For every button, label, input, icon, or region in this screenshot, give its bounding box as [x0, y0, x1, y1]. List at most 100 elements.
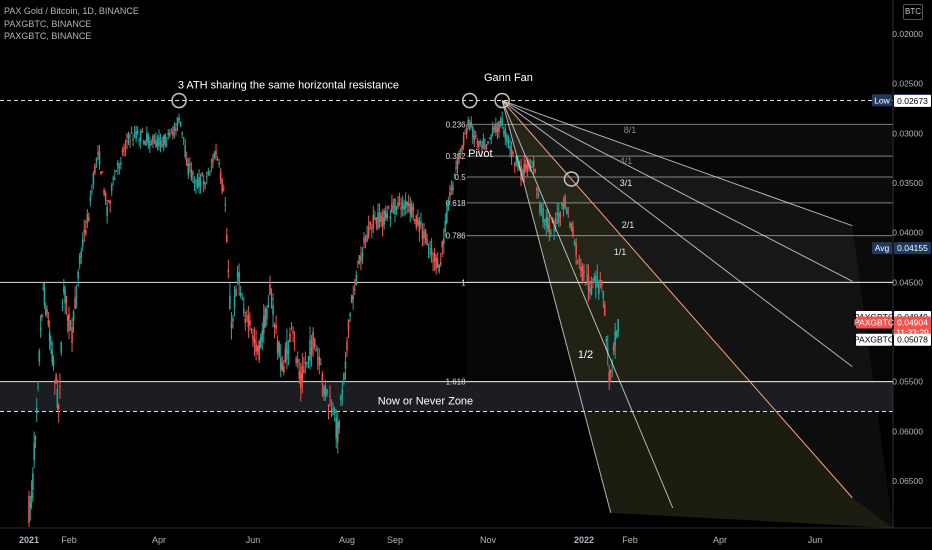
candle-body	[517, 159, 519, 168]
candle-body	[479, 142, 482, 144]
candle-body	[407, 203, 410, 206]
candle-body	[572, 226, 574, 237]
candle-body	[149, 141, 151, 147]
candle-body	[329, 396, 331, 398]
candle-body	[199, 180, 202, 187]
candle-body	[495, 124, 497, 133]
candle-body	[593, 276, 596, 281]
candle-body	[309, 339, 311, 361]
candle-body	[330, 413, 333, 417]
candle-body	[241, 298, 244, 300]
candle-body	[195, 185, 197, 187]
candle-body	[467, 120, 469, 126]
candle-body	[573, 241, 576, 245]
candle-body	[259, 337, 262, 348]
price-label-countdown: 11:33:29	[896, 327, 929, 337]
candle-body	[39, 327, 42, 331]
gann-ratio-label: 8/1	[624, 125, 637, 135]
candle-body	[249, 320, 251, 326]
candle-body	[142, 140, 145, 144]
candle-body	[615, 331, 618, 336]
candle-body	[129, 141, 131, 143]
candle-body	[100, 171, 102, 174]
candle-body	[239, 292, 242, 296]
candle-body	[414, 219, 416, 221]
candle-body	[215, 150, 217, 156]
time-tick-label: 2022	[574, 535, 594, 545]
candle-body	[60, 341, 63, 353]
candle-body	[229, 295, 231, 310]
candle-body	[178, 117, 180, 121]
currency-badge[interactable]: BTC	[903, 4, 923, 20]
candle-body	[532, 160, 535, 167]
candle-body	[135, 131, 137, 140]
candle-body	[453, 173, 456, 175]
candle-body	[227, 269, 230, 272]
candle-body	[88, 217, 90, 221]
annotation: 3 ATH sharing the same horizontal resist…	[178, 80, 399, 92]
candle-body	[542, 207, 544, 223]
candle-body	[398, 196, 401, 198]
ath-circle	[563, 171, 580, 187]
candle-body	[29, 501, 32, 508]
candle-body	[429, 248, 431, 250]
candle-body	[68, 313, 70, 331]
candle-body	[213, 152, 216, 159]
price-label-tag	[872, 94, 892, 107]
price-tick-label: 0.05500	[892, 377, 923, 387]
time-tick-label: 2021	[19, 535, 39, 545]
candle-body	[436, 259, 439, 268]
candle-body	[567, 210, 570, 212]
candle-body	[370, 228, 373, 230]
fib-label: 0.618	[446, 199, 467, 208]
candle-body	[193, 180, 196, 184]
candle-body	[444, 220, 447, 233]
price-tick-label: 0.03000	[892, 128, 923, 138]
candle-body	[256, 345, 259, 352]
candle-body	[341, 390, 344, 394]
candle-body	[338, 421, 341, 428]
candle-body	[189, 163, 191, 166]
time-tick-label: Aug	[339, 535, 355, 545]
candle-body	[561, 202, 563, 206]
candle-body	[391, 203, 393, 213]
candle-body	[404, 201, 407, 208]
price-label-box	[894, 94, 931, 107]
candle-body	[205, 176, 208, 178]
candle-body	[210, 166, 213, 168]
candle-body	[104, 193, 107, 201]
time-tick-label: Nov	[480, 535, 497, 545]
candle-body	[583, 270, 585, 274]
candle-body	[580, 266, 582, 271]
candle-body	[473, 136, 476, 141]
candle-body	[361, 253, 364, 257]
candle-body	[77, 271, 79, 279]
candle-body	[112, 178, 115, 180]
candle-body	[158, 136, 160, 147]
candle-body	[535, 187, 538, 191]
candle-body	[33, 442, 35, 461]
candle-body	[207, 172, 210, 175]
candle-body	[459, 149, 462, 152]
candle-body	[506, 135, 508, 142]
candle-body	[403, 205, 405, 210]
candle-body	[156, 141, 159, 146]
candle-body	[586, 274, 588, 276]
candle-body	[326, 389, 328, 394]
candle-body	[596, 275, 599, 277]
candle-body	[478, 140, 480, 147]
candle-body	[252, 335, 254, 340]
candle-body	[216, 159, 219, 161]
candle-body	[324, 386, 327, 397]
candle-body	[267, 305, 270, 308]
price-label-tag-text: Low	[874, 95, 890, 105]
gann-fan-title: Gann Fan	[484, 72, 533, 84]
gann-fan-shade	[502, 100, 893, 528]
candle-body	[605, 339, 608, 342]
fib-label: 0.5	[455, 173, 467, 182]
candle-body	[301, 366, 304, 384]
candle-body	[420, 221, 422, 225]
candle-body	[32, 473, 34, 490]
candle-body	[272, 304, 274, 315]
